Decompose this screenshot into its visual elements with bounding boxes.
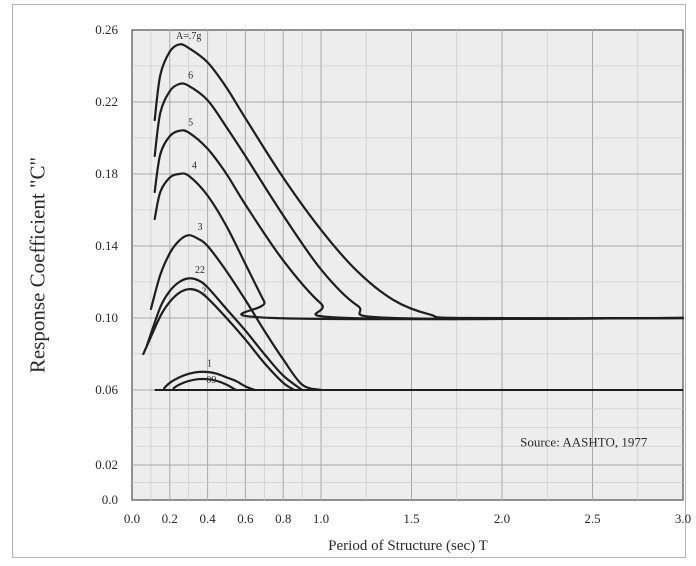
x-tick-label: 0.2 [162,511,178,526]
curve-label: 2 [201,287,206,298]
grid [132,30,683,500]
x-axis-label: Period of Structure (sec) T [328,538,488,554]
curve-label: 22 [195,265,205,276]
series-line [149,234,323,392]
curve-label: 4 [192,161,197,172]
series-line [146,277,304,392]
figure-frame [12,4,686,558]
y-tick-label: 0.02 [95,457,118,472]
x-tick-label: 0.6 [237,511,254,526]
y-tick-label: 0.18 [95,166,118,181]
series-line [163,370,256,392]
series-line [153,172,685,321]
plot-area [131,29,684,501]
x-tick-label: 2.5 [584,511,600,526]
curve-label: 5 [188,117,193,128]
x-tick-label: 1.0 [313,511,329,526]
y-tick-label: 0.06 [95,382,118,397]
y-tick-label: 0.10 [95,310,118,325]
y-tick-label: 0.26 [95,22,118,37]
curve-label: A=.7g [176,31,201,42]
x-tick-label: 0.4 [199,511,216,526]
y-tick-label: 0.0 [102,492,118,507]
x-tick-label: 2.0 [494,511,510,526]
curve-label: 1 [207,359,212,370]
curve-label: 09 [206,375,216,386]
series-line [153,82,685,321]
x-tick-label: 0.8 [275,511,291,526]
x-tick-label: 0.0 [124,511,140,526]
curve-label: 6 [188,71,193,82]
series-line [153,43,685,320]
x-tick-label: 3.0 [675,511,691,526]
y-tick-label: 0.14 [95,238,118,253]
curve-label: 3 [198,222,203,233]
series-line [172,377,237,392]
source-annotation: Source: AASHTO, 1977 [520,434,648,449]
y-tick-label: 0.22 [95,94,118,109]
series-line [142,288,296,392]
x-tick-label: 1.5 [403,511,419,526]
